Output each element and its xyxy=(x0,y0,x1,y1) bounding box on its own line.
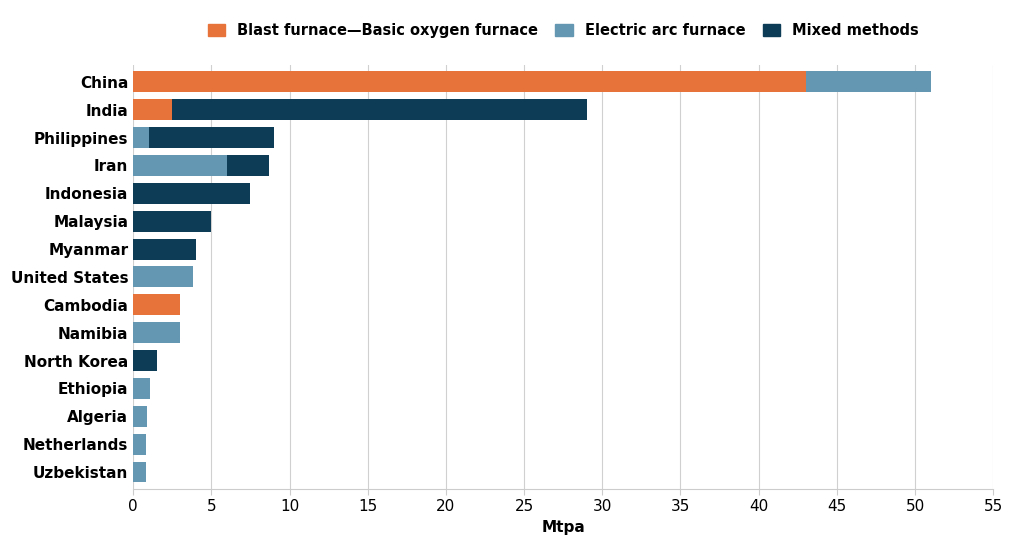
Legend: Blast furnace—Basic oxygen furnace, Electric arc furnace, Mixed methods: Blast furnace—Basic oxygen furnace, Elec… xyxy=(202,17,925,44)
Bar xyxy=(133,238,196,260)
Bar xyxy=(133,99,172,120)
Bar xyxy=(133,434,145,454)
Bar xyxy=(172,99,587,120)
Bar xyxy=(133,155,227,176)
Bar xyxy=(806,72,931,92)
Bar xyxy=(133,378,151,399)
Bar xyxy=(227,155,269,176)
X-axis label: Mtpa: Mtpa xyxy=(542,520,585,535)
Bar xyxy=(148,127,273,148)
Bar xyxy=(133,406,147,427)
Bar xyxy=(133,127,148,148)
Bar xyxy=(133,211,211,232)
Bar xyxy=(133,267,193,287)
Bar xyxy=(133,294,180,315)
Bar xyxy=(133,72,806,92)
Bar xyxy=(133,462,145,482)
Bar xyxy=(133,322,180,343)
Bar xyxy=(133,350,157,371)
Bar xyxy=(133,183,251,204)
